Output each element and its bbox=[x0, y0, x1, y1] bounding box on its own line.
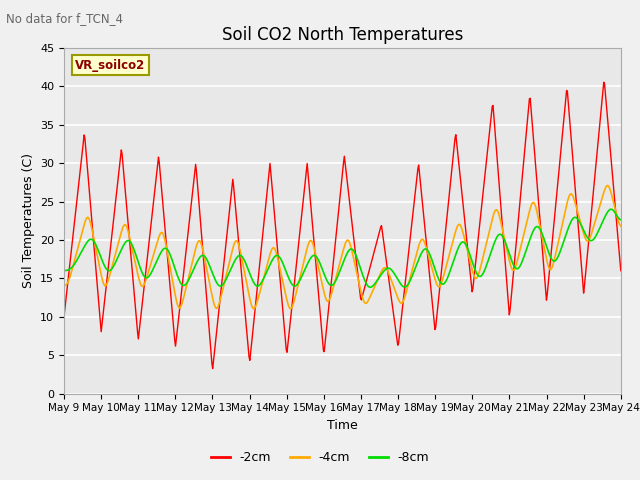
-2cm bbox=[428, 288, 435, 293]
-4cm bbox=[617, 223, 625, 229]
Text: No data for f_TCN_4: No data for f_TCN_4 bbox=[6, 12, 124, 25]
-4cm bbox=[428, 262, 435, 268]
-8cm bbox=[366, 284, 374, 290]
-8cm bbox=[411, 266, 419, 272]
-4cm bbox=[184, 277, 192, 283]
-2cm bbox=[411, 193, 419, 199]
Line: -2cm: -2cm bbox=[64, 82, 621, 369]
-4cm bbox=[60, 283, 68, 288]
-8cm bbox=[70, 262, 78, 267]
-8cm bbox=[184, 278, 192, 284]
Text: VR_soilco2: VR_soilco2 bbox=[75, 59, 145, 72]
-4cm bbox=[250, 306, 257, 312]
-8cm bbox=[214, 281, 221, 287]
-4cm bbox=[411, 257, 419, 263]
-8cm bbox=[607, 206, 614, 212]
Y-axis label: Soil Temperatures (C): Soil Temperatures (C) bbox=[22, 153, 35, 288]
-2cm bbox=[60, 314, 68, 320]
-8cm bbox=[617, 217, 625, 223]
-2cm bbox=[214, 315, 222, 321]
-4cm bbox=[604, 182, 611, 188]
-2cm bbox=[70, 223, 78, 229]
Legend: -2cm, -4cm, -8cm: -2cm, -4cm, -8cm bbox=[206, 446, 434, 469]
-8cm bbox=[127, 240, 135, 246]
-2cm bbox=[209, 366, 216, 372]
-2cm bbox=[600, 79, 607, 85]
-8cm bbox=[60, 268, 68, 274]
Title: Soil CO2 North Temperatures: Soil CO2 North Temperatures bbox=[221, 25, 463, 44]
-4cm bbox=[214, 305, 221, 311]
X-axis label: Time: Time bbox=[327, 419, 358, 432]
-2cm bbox=[127, 258, 135, 264]
-4cm bbox=[127, 242, 135, 248]
Line: -4cm: -4cm bbox=[64, 185, 621, 309]
Line: -8cm: -8cm bbox=[64, 209, 621, 287]
-2cm bbox=[184, 231, 192, 237]
-2cm bbox=[617, 268, 625, 274]
-8cm bbox=[428, 255, 435, 261]
-4cm bbox=[70, 259, 78, 265]
